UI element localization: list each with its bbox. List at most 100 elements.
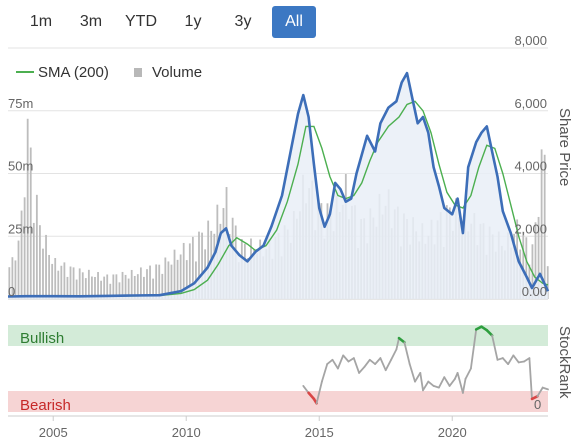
volume-bar: [66, 276, 69, 299]
stockrank-segment: [326, 358, 334, 366]
volume-bar: [173, 249, 176, 299]
price-tick: 6,000: [514, 96, 547, 111]
stockrank-line: [302, 325, 549, 405]
volume-bar: [35, 194, 38, 299]
volume-bar: [136, 274, 139, 299]
volume-bar: [87, 269, 90, 299]
volume-bar: [72, 267, 75, 299]
legend: SMA (200) Volume: [16, 64, 202, 81]
range-button-1m[interactable]: 1m: [29, 13, 53, 30]
volume-bar: [75, 279, 78, 299]
stockrank-segment: [512, 354, 520, 364]
stockrank-segment: [395, 337, 400, 351]
volume-bar: [191, 236, 194, 299]
volume-bar: [155, 264, 158, 299]
stockrank-segment: [368, 358, 377, 366]
volume-bar: [537, 216, 540, 299]
volume-bar: [11, 257, 14, 299]
stockrank-segment: [419, 371, 424, 392]
legend-sma-label: SMA (200): [38, 64, 109, 81]
range-button-3y[interactable]: 3y: [234, 13, 252, 30]
volume-bar: [543, 154, 546, 299]
stockrank-segment: [541, 386, 549, 391]
volume-bar: [133, 275, 136, 299]
volume-bar: [182, 242, 185, 299]
volume-bar: [164, 257, 167, 299]
stockrank-segment: [448, 377, 456, 387]
stockrank-segment: [501, 357, 510, 366]
volume-bar: [32, 222, 35, 299]
price-tick: 4,000: [514, 159, 547, 174]
volume-bar: [29, 147, 32, 299]
stockrank-segment: [536, 386, 544, 398]
range-button-all[interactable]: All: [272, 6, 316, 38]
volume-bar: [8, 267, 11, 299]
stockrank-segment: [315, 380, 323, 405]
stockrank-segment: [485, 328, 494, 337]
volume-bar: [94, 276, 96, 299]
volume-bar: [78, 268, 81, 299]
volume-bar: [130, 269, 133, 299]
volume-bar: [124, 274, 127, 299]
volume-bar: [20, 210, 23, 299]
stockrank-segment: [403, 341, 411, 366]
range-button-ytd[interactable]: YTD: [125, 13, 157, 30]
bearish-label: Bearish: [20, 397, 71, 414]
volume-tick: 75m: [8, 96, 33, 111]
volume-bar: [60, 265, 63, 299]
price-tick: 0.00: [522, 284, 547, 299]
volume-bar: [149, 265, 151, 299]
stockrank-segment: [437, 376, 446, 389]
volume-bar: [118, 282, 121, 299]
legend-volume-swatch: [134, 68, 142, 77]
volume-bar: [106, 274, 109, 299]
price-axis: 0.00 2,000 4,000 6,000 8,000: [514, 33, 547, 299]
volume-bar: [525, 237, 528, 299]
volume-bar: [91, 276, 93, 299]
x-tick-label: 2015: [305, 425, 334, 439]
stockrank-segment: [397, 336, 406, 344]
stockrank-segment: [414, 371, 422, 383]
bearish-band: [8, 391, 548, 412]
volume-bar: [84, 278, 87, 299]
stockrank-segment: [374, 357, 382, 366]
volume-bar: [23, 197, 26, 299]
volume-bar: [121, 271, 124, 299]
volume-bar: [540, 149, 543, 299]
x-tick-label: 2005: [39, 425, 68, 439]
bullish-band: [8, 325, 548, 346]
volume-bar: [69, 266, 72, 299]
volume-tick: 0: [8, 284, 15, 299]
range-button-3m[interactable]: 3m: [79, 13, 103, 30]
price-axis-title: Share Price: [556, 108, 573, 186]
stockrank-segment: [427, 380, 435, 387]
stockrank-segment: [342, 354, 350, 363]
volume-bar: [115, 274, 118, 299]
stockrank-segment: [469, 328, 478, 370]
stockrank-segment: [491, 334, 499, 361]
legend-volume-label: Volume: [152, 64, 202, 81]
stockrank-segment: [302, 384, 310, 394]
volume-bar: [109, 283, 112, 299]
volume-bar: [185, 260, 188, 299]
volume-tick: 25m: [8, 221, 33, 236]
volume-bar: [63, 262, 66, 299]
volume-bar: [179, 254, 182, 299]
volume-bar: [42, 248, 44, 299]
volume-bar: [127, 278, 130, 299]
sma-line: [7, 100, 549, 298]
stockrank-segment: [517, 360, 525, 364]
volume-bar: [170, 264, 173, 299]
stockrank-segment: [358, 365, 366, 374]
stockrank-segment: [307, 391, 316, 401]
bullish-label: Bullish: [20, 330, 64, 347]
stockrank-segment: [384, 358, 393, 372]
stockrank-segment: [507, 354, 515, 366]
volume-bar: [198, 231, 200, 299]
price-tick: 8,000: [514, 33, 547, 48]
volume-bar: [158, 264, 161, 299]
range-button-1y[interactable]: 1y: [184, 13, 202, 30]
volume-bar: [207, 220, 210, 299]
volume-bar: [534, 222, 537, 299]
volume-bar: [45, 234, 47, 299]
